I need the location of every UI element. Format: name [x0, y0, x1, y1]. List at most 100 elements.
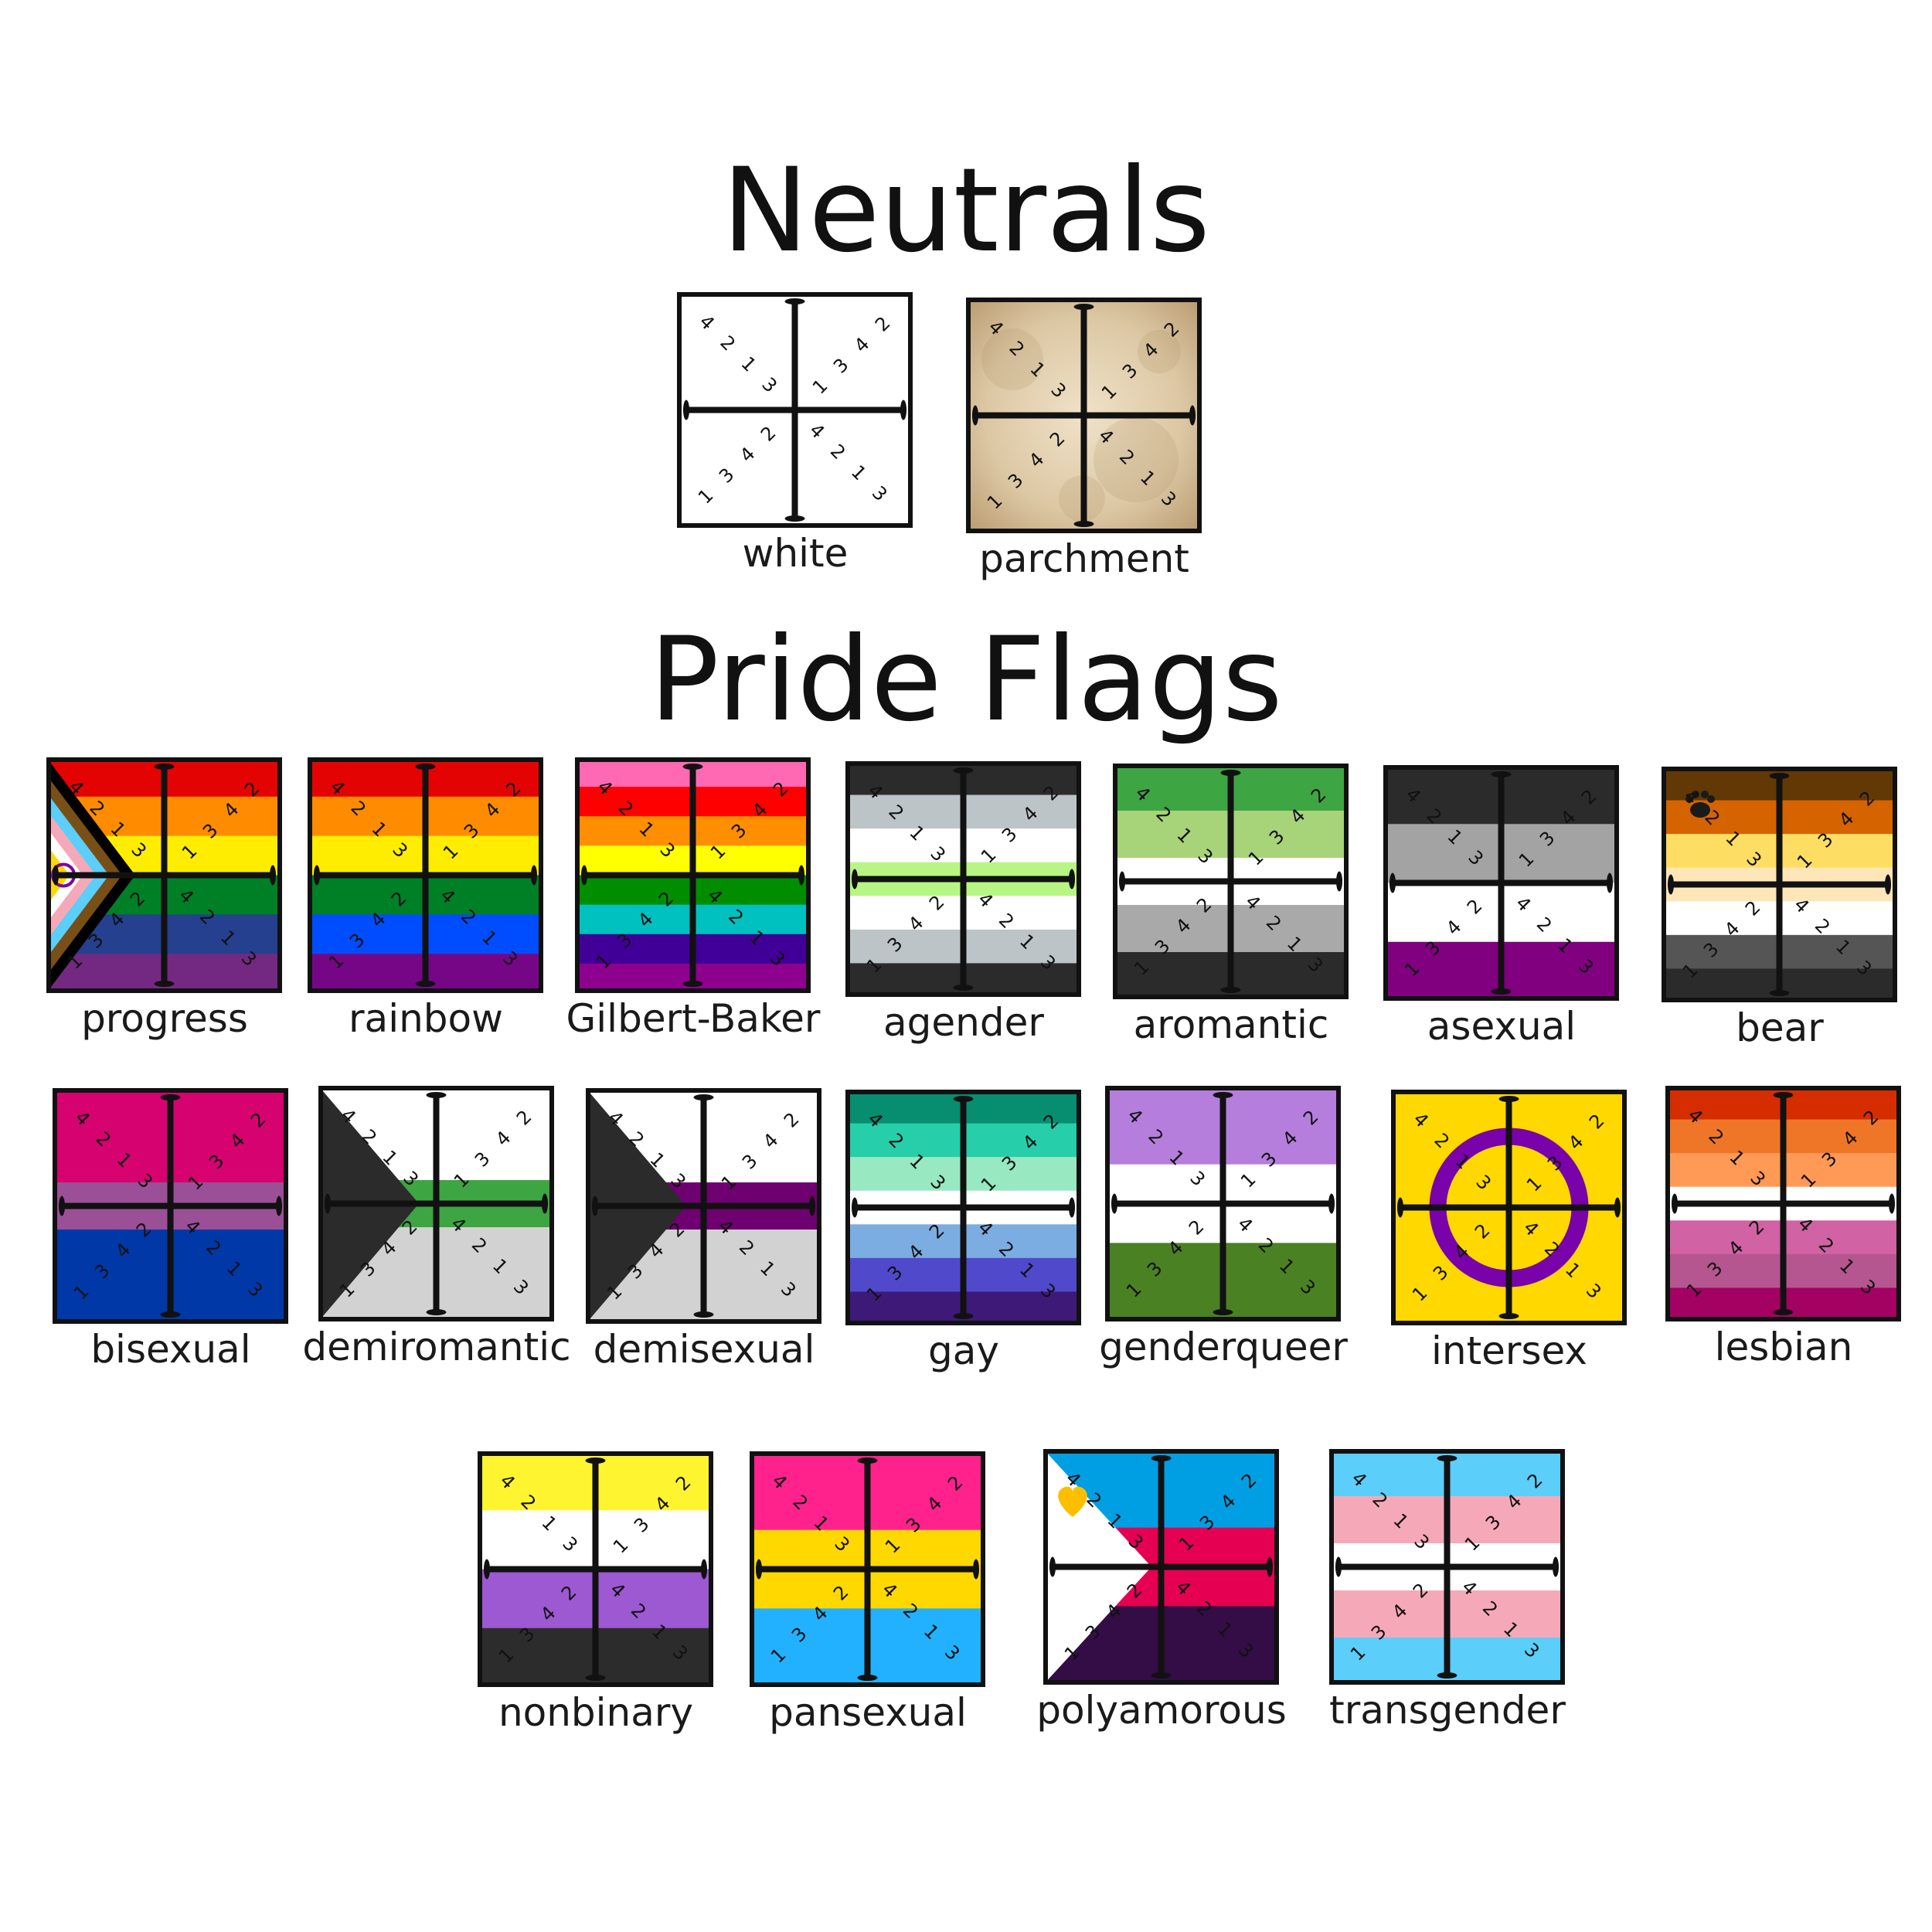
- tile-border: [1329, 1449, 1565, 1685]
- cross-end-cap: [953, 1096, 974, 1102]
- tile-demisexual[interactable]: 4 2 1 3 1 3 4 2 1 3 4 2 4 2 1 3 demisexual: [586, 1088, 821, 1369]
- cross-end-cap: [1672, 1193, 1678, 1214]
- tile-border: [308, 757, 543, 993]
- cross-end-cap: [701, 1559, 707, 1580]
- cross-end-cap: [1397, 1197, 1403, 1218]
- cross-horizontal-bar: [760, 1566, 975, 1573]
- tile-border: [318, 1086, 554, 1321]
- cross-horizontal-bar: [977, 412, 1191, 419]
- tile-border: [1391, 1090, 1627, 1325]
- cross-horizontal-bar: [1402, 1204, 1616, 1211]
- tile-border: [53, 1088, 288, 1324]
- cross-end-cap: [1773, 1309, 1794, 1315]
- cross-end-cap: [1189, 405, 1196, 426]
- cross-end-cap: [1213, 1092, 1233, 1098]
- cross-end-cap: [276, 1196, 282, 1216]
- cross-end-cap: [857, 1458, 878, 1464]
- cross-end-cap: [1553, 1556, 1559, 1577]
- tile-progress[interactable]: 4 2 1 3 1 3 4 2 1 3 4 2 4 2 1 3 progress: [46, 757, 282, 1038]
- cross-end-cap: [784, 298, 805, 304]
- tile-asexual[interactable]: 4 2 1 3 1 3 4 2 1 3 4 2 4 2 1 3 asexual: [1383, 765, 1619, 1046]
- tile-border: [46, 757, 282, 993]
- tile-label-demisexual: demisexual: [593, 1327, 815, 1372]
- tile-white[interactable]: 4 2 1 3 1 3 4 2 1 3 4 2 4 2 1 3 white: [677, 292, 913, 573]
- tile-intersex[interactable]: 4 2 1 3 1 3 4 2 1 3 4 2 4 2 1 3 intersex: [1391, 1090, 1627, 1370]
- tile-polyamorous[interactable]: 4 2 1 3 1 3 4 2 1 3 4 2 4 2 1 3 polyamorous: [1036, 1449, 1287, 1730]
- cross-end-cap: [325, 1193, 331, 1214]
- cross-end-cap: [1437, 1672, 1458, 1679]
- cross-end-cap: [682, 981, 703, 987]
- tile-transgender[interactable]: 4 2 1 3 1 3 4 2 1 3 4 2 4 2 1 3 transgender: [1329, 1449, 1566, 1730]
- tile-rainbow[interactable]: 4 2 1 3 1 3 4 2 1 3 4 2 4 2 1 3 rainbow: [308, 757, 543, 1038]
- cross-end-cap: [972, 405, 978, 426]
- parchment-stain: [1138, 330, 1181, 373]
- tile-border: [966, 298, 1202, 533]
- tile-gilbert-baker[interactable]: 4 2 1 3 1 3 4 2 1 3 4 2 4 2 1 3 Gilbert-Baker: [566, 757, 820, 1038]
- tile-label-intersex: intersex: [1430, 1328, 1588, 1373]
- tile-demiromantic[interactable]: 4 2 1 3 1 3 4 2 1 3 4 2 4 2 1 3 demiromantic: [302, 1086, 571, 1366]
- cross-end-cap: [1336, 871, 1342, 892]
- tile-border: [845, 761, 1081, 997]
- tile-gay[interactable]: 4 2 1 3 1 3 4 2 1 3 4 2 4 2 1 3 gay: [845, 1090, 1081, 1370]
- cross-end-cap: [973, 1559, 979, 1580]
- cross-horizontal-bar: [597, 1202, 811, 1209]
- cross-end-cap: [1773, 1092, 1794, 1098]
- paw-print-icon: [1685, 791, 1715, 818]
- cross-end-cap: [852, 1197, 858, 1218]
- cross-end-cap: [1607, 872, 1613, 893]
- cross-end-cap: [1335, 1556, 1342, 1577]
- cross-end-cap: [1614, 1197, 1621, 1218]
- cross-end-cap: [1151, 1455, 1172, 1461]
- tile-label-aromantic: aromantic: [1133, 1002, 1329, 1047]
- cross-end-cap: [682, 764, 703, 770]
- tile-pansexual[interactable]: 4 2 1 3 1 3 4 2 1 3 4 2 4 2 1 3 pansexual: [750, 1451, 985, 1732]
- tile-border: [1665, 1086, 1901, 1321]
- neutrals-title: Neutrals: [722, 144, 1210, 278]
- tile-parchment[interactable]: 4 2 1 3 1 3 4 2 1 3 4 2 4 2 1 3 parchment: [966, 298, 1202, 578]
- cross-end-cap: [415, 764, 436, 770]
- tile-label-asexual: asexual: [1427, 1004, 1577, 1049]
- tile-genderqueer[interactable]: 4 2 1 3 1 3 4 2 1 3 4 2 4 2 1 3 genderqueer: [1099, 1086, 1348, 1366]
- tile-bear[interactable]: 4 2 1 3 1 3 4 2 1 3 4 2 4 2 1 3 bear: [1662, 767, 1897, 1047]
- cross-horizontal-bar: [329, 1200, 543, 1207]
- cross-end-cap: [1498, 1313, 1519, 1319]
- cross-end-cap: [953, 767, 974, 774]
- tile-lesbian[interactable]: 4 2 1 3 1 3 4 2 1 3 4 2 4 2 1 3 lesbian: [1665, 1086, 1901, 1366]
- cross-horizontal-bar: [1676, 1200, 1890, 1207]
- cross-horizontal-bar: [488, 1566, 702, 1573]
- tile-border: [1662, 767, 1897, 1002]
- tile-border: [1113, 764, 1349, 999]
- tile-nonbinary[interactable]: 4 2 1 3 1 3 4 2 1 3 4 2 4 2 1 3 nonbinary: [478, 1451, 713, 1732]
- cross-end-cap: [1049, 1556, 1056, 1577]
- tile-bisexual[interactable]: 4 2 1 3 1 3 4 2 1 3 4 2 4 2 1 3 bisexual: [53, 1088, 288, 1369]
- tile-border: [478, 1451, 713, 1687]
- cross-end-cap: [314, 865, 320, 886]
- cross-end-cap: [1491, 771, 1512, 777]
- cross-end-cap: [592, 1196, 598, 1216]
- tile-border: [845, 1090, 1081, 1325]
- cross-end-cap: [154, 981, 175, 987]
- cross-end-cap: [415, 981, 436, 987]
- cross-end-cap: [542, 1193, 548, 1214]
- tile-border: [677, 292, 913, 528]
- tile-agender[interactable]: 4 2 1 3 1 3 4 2 1 3 4 2 4 2 1 3 agender: [845, 761, 1081, 1042]
- tile-border: [575, 757, 811, 993]
- cross-end-cap: [1151, 1672, 1172, 1679]
- cross-end-cap: [1328, 1193, 1335, 1214]
- parchment-stain: [1094, 417, 1179, 502]
- cross-horizontal-bar: [856, 1204, 1070, 1211]
- tile-aromantic[interactable]: 4 2 1 3 1 3 4 2 1 3 4 2 4 2 1 3 aromantic: [1113, 764, 1349, 1044]
- tile-label-gay: gay: [928, 1328, 999, 1373]
- tile-label-nonbinary: nonbinary: [498, 1690, 694, 1735]
- tile-border: [586, 1088, 821, 1324]
- tile-label-lesbian: lesbian: [1714, 1325, 1853, 1369]
- tile-label-parchment: parchment: [979, 536, 1189, 581]
- cross-end-cap: [160, 1311, 181, 1318]
